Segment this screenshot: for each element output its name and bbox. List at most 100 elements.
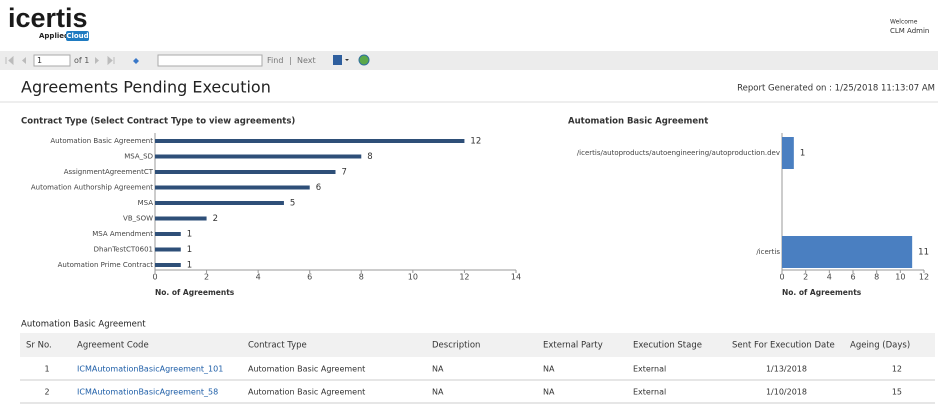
back-icon[interactable] — [133, 58, 139, 64]
table-cell: External — [633, 388, 666, 397]
column-header: External Party — [543, 341, 603, 351]
column-header: Description — [432, 341, 480, 351]
x-tick-label: 10 — [408, 273, 418, 282]
bar[interactable] — [155, 201, 284, 205]
table-cell: 12 — [892, 365, 902, 374]
x-tick-label: 8 — [874, 273, 879, 282]
y-tick-label: /icertis — [756, 248, 780, 256]
page-count: of 1 — [74, 56, 89, 65]
x-axis-label: No. of Agreements — [155, 288, 235, 297]
column-header: Sr No. — [26, 341, 52, 351]
bar[interactable] — [782, 236, 913, 268]
x-tick-label: 12 — [459, 273, 469, 282]
y-tick-label: MSA — [138, 199, 154, 207]
table-cell: NA — [432, 388, 444, 397]
bar[interactable] — [155, 154, 362, 159]
table-cell: 1/10/2018 — [766, 388, 807, 397]
x-tick-label: 4 — [827, 273, 832, 282]
user-name[interactable]: CLM Admin — [890, 27, 929, 35]
data-label: 1 — [187, 245, 192, 255]
agreement-link[interactable]: ICMAutomationBasicAgreement_101 — [77, 365, 223, 374]
x-tick-label: 14 — [511, 273, 521, 282]
column-header: Contract Type — [248, 341, 307, 351]
table-cell: NA — [543, 388, 555, 397]
chart-title: Automation Basic Agreement — [568, 117, 708, 127]
y-tick-label: /icertis/autoproducts/autoengineering/au… — [577, 149, 780, 157]
bar[interactable] — [155, 170, 336, 174]
data-label: 5 — [290, 199, 295, 209]
table-cell: NA — [543, 365, 555, 374]
report-generated: Report Generated on : 1/25/2018 11:13:07… — [737, 84, 935, 94]
table-cell: Automation Basic Agreement — [248, 388, 365, 397]
table-cell: 2 — [44, 388, 49, 397]
bar[interactable] — [155, 185, 310, 190]
bar[interactable] — [155, 216, 207, 221]
bar[interactable] — [155, 263, 181, 267]
data-label: 1 — [800, 149, 805, 159]
y-tick-label: MSA_SD — [124, 153, 153, 161]
table-title: Automation Basic Agreement — [21, 320, 146, 330]
data-label: 7 — [342, 168, 347, 178]
column-header: Execution Stage — [633, 341, 702, 351]
x-tick-label: 0 — [152, 273, 157, 282]
find-button[interactable]: Find — [267, 56, 283, 65]
last-page[interactable] — [107, 55, 115, 66]
report-title: Agreements Pending Execution — [21, 78, 271, 97]
data-label: 11 — [918, 248, 929, 258]
find-input[interactable] — [157, 54, 263, 67]
x-tick-label: 2 — [803, 273, 808, 282]
data-label: 1 — [187, 261, 192, 271]
chart-title: Contract Type (Select Contract Type to v… — [21, 117, 295, 127]
y-tick-label: AssignmentAgreementCT — [64, 168, 154, 176]
x-tick-label: 6 — [307, 273, 312, 282]
table: Sr No. Agreement Code Contract Type Descrip… — [20, 341, 935, 404]
data-label: 8 — [367, 152, 372, 162]
bar[interactable] — [782, 137, 794, 169]
nav-icons — [5, 55, 139, 66]
table-cell: 1/13/2018 — [766, 365, 807, 374]
y-tick-label: DhanTestCT0601 — [94, 246, 153, 254]
welcome: Welcome — [890, 19, 918, 26]
x-tick-label: 4 — [256, 273, 261, 282]
x-tick-label: 0 — [779, 273, 784, 282]
bar[interactable] — [155, 247, 181, 252]
table-cell: 15 — [892, 388, 902, 397]
column-header: Ageing (Days) — [850, 341, 910, 351]
first-page[interactable] — [5, 55, 14, 66]
table-cell: 1 — [44, 365, 49, 374]
bar[interactable] — [155, 139, 465, 143]
data-label: 1 — [187, 230, 192, 240]
refresh-icon[interactable] — [358, 54, 370, 66]
data-label: 2 — [213, 214, 218, 224]
y-tick-label: MSA Amendment — [92, 230, 153, 238]
next-button[interactable]: Next — [297, 56, 316, 65]
table-cell: Automation Basic Agreement — [248, 365, 365, 374]
prev-page[interactable] — [22, 57, 26, 64]
export-dropdown[interactable] — [345, 59, 349, 61]
page-input[interactable] — [33, 54, 71, 67]
y-tick-label: Automation Basic Agreement — [50, 137, 153, 145]
table-cell: NA — [432, 365, 444, 374]
logo-badge: Cloud — [66, 32, 88, 40]
table-cell: External — [633, 365, 666, 374]
export-icon[interactable] — [333, 55, 342, 65]
toolbar — [0, 51, 938, 70]
y-tick-label: Automation Prime Contract — [58, 261, 154, 269]
y-tick-label: Automation Authorship Agreement — [31, 184, 153, 192]
logo-badge-bg — [66, 31, 89, 41]
page-number: 1 — [37, 56, 42, 65]
data-label: 12 — [470, 137, 481, 147]
agreement-link[interactable]: ICMAutomationBasicAgreement_58 — [77, 388, 218, 397]
y-tick-label: VB_SOW — [123, 215, 153, 223]
bar[interactable] — [155, 232, 181, 236]
x-tick-label: 8 — [359, 273, 364, 282]
next-page[interactable] — [95, 57, 99, 64]
x-tick-label: 2 — [204, 273, 209, 282]
x-tick-label: 6 — [850, 273, 855, 282]
x-tick-label: 12 — [919, 273, 929, 282]
data-label: 6 — [316, 183, 321, 193]
logo-sub: Applied — [39, 32, 69, 40]
column-header: Agreement Code — [77, 341, 149, 351]
